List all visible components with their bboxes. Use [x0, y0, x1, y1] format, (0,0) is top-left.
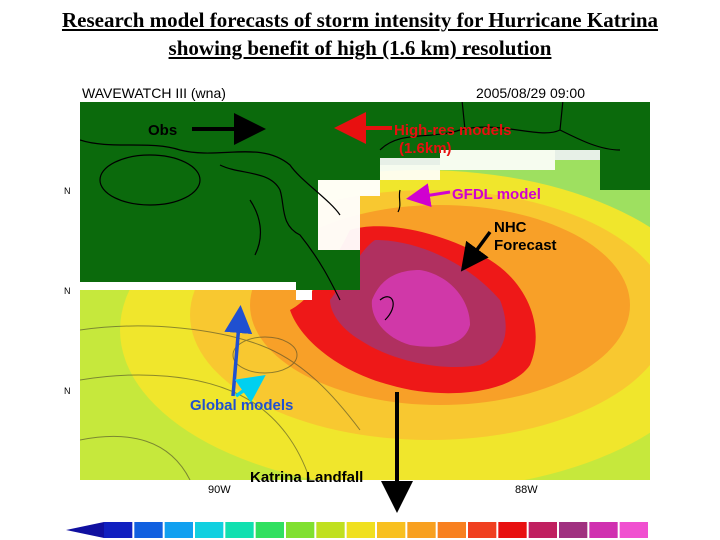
lon-tick-90w: 90W [208, 484, 231, 496]
colorbar-swatch [619, 522, 648, 538]
landfall-label: Katrina Landfall [250, 469, 364, 486]
global-blue-arrow [224, 305, 253, 397]
colorbar-swatch [407, 522, 436, 538]
global-models-label: Global models [190, 397, 294, 414]
obs-label: Obs [148, 122, 178, 139]
title-line-1: Research model forecasts of storm intens… [61, 8, 659, 32]
slide-title: Research model forecasts of storm intens… [0, 6, 720, 62]
map-header-datetime: 2005/08/29 09:00 [476, 85, 585, 101]
high-res-label: High-res models (1.6km) [394, 122, 512, 158]
coastlines [80, 80, 621, 321]
colorbar-swatch [255, 522, 284, 538]
nhc-label-line1: NHC [494, 219, 527, 236]
colorbar-swatch [225, 522, 254, 538]
colorbar-swatch [559, 522, 588, 538]
lon-tick-88w: 88W [515, 484, 538, 496]
map-header-model: WAVEWATCH III (wna) [82, 85, 226, 101]
colorbar-swatch [134, 522, 163, 538]
lat-tick-2: N [64, 286, 71, 296]
intensity-colorbar [66, 522, 648, 538]
colorbar-end-triangle [66, 522, 104, 538]
gfdl-arrow [406, 183, 451, 208]
colorbar-swatch [589, 522, 618, 538]
colorbar-swatch [104, 522, 133, 538]
contour-band-magenta [371, 270, 470, 347]
colorbar-swatch [377, 522, 406, 538]
colorbar-swatch [316, 522, 345, 538]
colorbar-swatch [195, 522, 224, 538]
lat-tick-1: N [64, 186, 71, 196]
nhc-label: NHC Forecast [494, 219, 557, 255]
colorbar-swatch [437, 522, 466, 538]
high-res-label-line2: (1.6km) [399, 140, 452, 157]
gfdl-label: GFDL model [452, 186, 541, 203]
colorbar-swatch [468, 522, 497, 538]
colorbar-swatch [498, 522, 527, 538]
nhc-label-line2: Forecast [494, 237, 557, 254]
colorbar-swatch [164, 522, 193, 538]
map-panel [80, 80, 650, 480]
lon-tick-labels: 90W 88W [208, 484, 538, 496]
lat-tick-labels: N N N [64, 186, 71, 396]
title-line-2: showing benefit of high (1.6 km) resolut… [168, 36, 552, 60]
colorbar-swatch [528, 522, 557, 538]
lat-tick-3: N [64, 386, 71, 396]
nhc-arrow [460, 230, 492, 272]
global-cyan-arrow [234, 374, 266, 403]
high-res-label-line1: High-res models [394, 122, 512, 139]
colorbar-swatch [346, 522, 375, 538]
colorbar-swatch [286, 522, 315, 538]
